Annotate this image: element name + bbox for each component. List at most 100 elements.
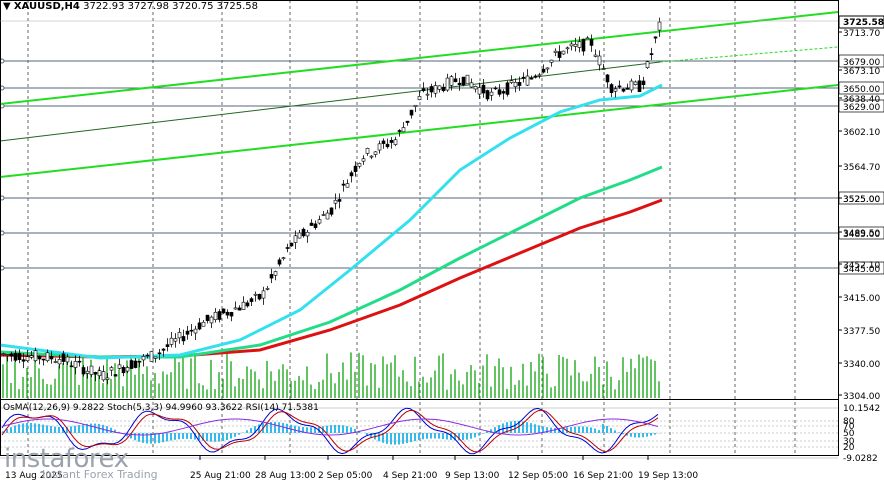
level-handle xyxy=(0,195,5,201)
candle-body xyxy=(405,120,410,123)
indicator-axis-label: 80 xyxy=(843,417,855,427)
candle-body xyxy=(173,338,178,342)
candle-body xyxy=(261,290,266,299)
indicator-label: OsMA(12,26,9) 9.2822 Stoch(5,3,3) 94.996… xyxy=(3,403,319,413)
candle-body xyxy=(169,337,174,345)
candle-body xyxy=(345,183,350,188)
candle-body xyxy=(125,367,130,372)
candle-body xyxy=(161,348,166,351)
level-price-label: 3629.00 xyxy=(843,103,880,113)
candle-body xyxy=(357,163,362,167)
candle-body xyxy=(45,352,50,362)
candle-body xyxy=(489,91,494,96)
time-axis-label: 4 Sep 21:00 xyxy=(383,471,438,481)
level-handle xyxy=(0,230,5,236)
candle-body xyxy=(209,316,214,324)
candle-body xyxy=(69,365,74,368)
candle-body xyxy=(57,359,62,365)
candle-body xyxy=(313,223,318,228)
symbol-label: XAUUSD,H4 xyxy=(13,1,80,12)
price-tick-label: 3564.70 xyxy=(843,163,880,173)
candle-body xyxy=(213,311,218,320)
candle-body xyxy=(413,104,418,107)
level-price-label: 3445.00 xyxy=(843,265,880,275)
candle-body xyxy=(225,311,230,316)
time-axis-label: 19 Sep 13:00 xyxy=(638,471,698,481)
price-tick-label: 3525.00 xyxy=(843,195,880,205)
candle-body xyxy=(593,54,598,57)
candle-body xyxy=(33,350,38,361)
candle-body xyxy=(561,50,566,55)
stoch-signal-line xyxy=(1,409,659,453)
candle-body xyxy=(545,67,550,70)
candle-body xyxy=(397,130,402,132)
candle-body xyxy=(501,91,506,94)
candle-body xyxy=(85,370,90,374)
candle-body xyxy=(93,372,98,375)
candle-body xyxy=(581,38,586,52)
candle-body xyxy=(257,293,262,300)
price-tick-label: 3304.00 xyxy=(843,392,880,402)
candle-body xyxy=(89,365,94,375)
candle-body xyxy=(181,336,186,342)
candle-body xyxy=(513,82,518,88)
dropdown-triangle-icon[interactable]: ▼ xyxy=(3,1,14,12)
candle-body xyxy=(293,235,298,243)
candle-body xyxy=(149,351,154,362)
candle-body xyxy=(473,86,478,90)
candle-body xyxy=(13,352,18,361)
time-axis-label: 16 Sep 21:00 xyxy=(573,471,633,481)
time-axis-label: 12 Sep 05:00 xyxy=(508,471,568,481)
indicator-axis-label: 50 xyxy=(843,429,855,439)
candle-body xyxy=(133,360,138,368)
plot-frame xyxy=(0,0,839,456)
candle-body xyxy=(41,358,46,361)
candle-body xyxy=(597,55,602,66)
logo-tagline: Instant Forex Trading xyxy=(42,468,158,481)
candle-body xyxy=(269,274,274,279)
candle-body xyxy=(9,353,14,357)
candle-body xyxy=(317,219,322,224)
candle-body xyxy=(585,37,590,40)
candle-body xyxy=(285,247,290,249)
candle-body xyxy=(425,93,430,96)
candle-body xyxy=(477,87,482,95)
candle-body xyxy=(73,361,78,368)
candle-body xyxy=(297,232,302,239)
candle-body xyxy=(53,361,58,363)
candle-body xyxy=(377,143,382,151)
candle-body xyxy=(577,41,582,48)
level-handle xyxy=(0,85,5,91)
candle-body xyxy=(353,165,358,172)
current-price-label: 3725.58 xyxy=(843,18,884,28)
candle-body xyxy=(189,329,194,332)
candle-body xyxy=(105,377,110,380)
ema-fast-line xyxy=(0,83,663,360)
indicator-axis-label: 20 xyxy=(843,443,855,453)
candle-body xyxy=(233,307,238,310)
candle-body xyxy=(273,271,278,276)
candle-body xyxy=(301,228,306,237)
candle-body xyxy=(657,21,662,31)
candle-body xyxy=(65,356,70,363)
logo-text: instaforex xyxy=(4,444,129,474)
candle-body xyxy=(601,68,606,70)
candle-body xyxy=(129,360,134,369)
price-tick-label: 3452.10 xyxy=(843,261,880,271)
candle-body xyxy=(221,308,226,314)
candle-body xyxy=(361,158,366,162)
candle-body xyxy=(589,38,594,46)
candle-body xyxy=(609,84,614,93)
candle-body xyxy=(629,80,634,91)
candle-body xyxy=(77,360,82,363)
candle-body xyxy=(645,61,650,68)
candle-body xyxy=(113,374,118,377)
candle-body xyxy=(557,51,562,58)
candle-body xyxy=(305,231,310,237)
price-tick-label: 3638.40 xyxy=(843,95,880,105)
level-price-label: 3650.00 xyxy=(843,85,880,95)
candle-body xyxy=(237,307,242,311)
candle-body xyxy=(369,155,374,158)
